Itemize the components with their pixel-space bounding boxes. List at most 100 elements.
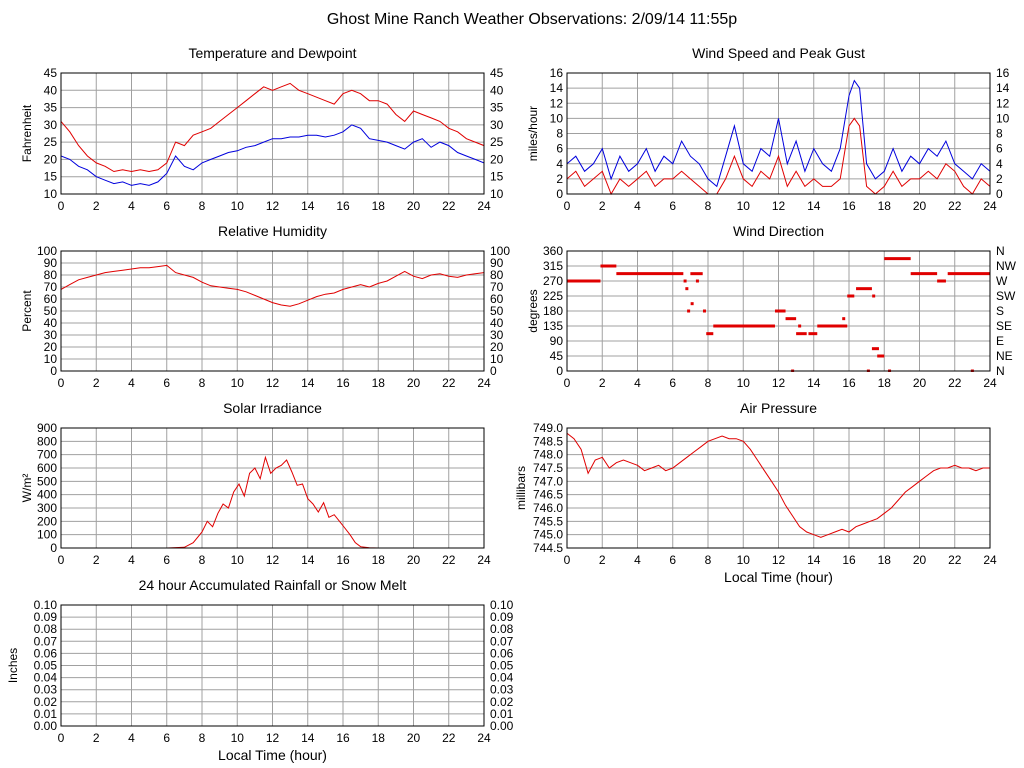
y-tick-label: 0: [556, 187, 563, 201]
series-line-red: [61, 455, 484, 549]
x-tick-label: 2: [93, 553, 100, 567]
y-tick-label: 745.0: [533, 528, 563, 542]
y-tick-label-right: W: [996, 274, 1008, 288]
y-tick-label-right: NW: [996, 259, 1017, 273]
x-tick-label: 8: [705, 199, 712, 213]
y-tick-label: 400: [37, 488, 57, 502]
y-tick-label-right: 10: [490, 187, 504, 201]
x-tick-label: 10: [231, 731, 245, 745]
y-tick-label-right: 4: [996, 157, 1003, 171]
x-tick-label: 14: [807, 376, 821, 390]
plot-area: [567, 432, 990, 538]
x-tick-label: 2: [93, 376, 100, 390]
y-tick-label-right: 70: [490, 280, 504, 294]
y-tick-label-right: 0.01: [490, 707, 514, 721]
x-tick-label: 14: [301, 199, 315, 213]
y-tick-label: 0.08: [34, 622, 58, 636]
y-tick-label: 600: [37, 461, 57, 475]
y-tick-label: 100: [37, 528, 57, 542]
x-axis-label: Local Time (hour): [218, 747, 327, 763]
chart-title: Temperature and Dewpoint: [188, 45, 356, 61]
y-tick-label: 800: [37, 434, 57, 448]
x-tick-label: 8: [199, 376, 206, 390]
y-tick-label-right: SW: [996, 289, 1016, 303]
x-tick-label: 4: [634, 376, 641, 390]
y-tick-label: 0: [556, 364, 563, 378]
x-tick-label: 8: [199, 553, 206, 567]
y-tick-label: 748.0: [533, 448, 563, 462]
y-tick-label: 10: [44, 187, 58, 201]
y-tick-label: 500: [37, 474, 57, 488]
x-tick-label: 22: [948, 376, 962, 390]
series-line-blue: [567, 79, 990, 188]
y-tick-label: 749.0: [533, 421, 563, 435]
y-tick-label-right: 30: [490, 118, 504, 132]
y-tick-label-right: 0.07: [490, 634, 514, 648]
x-tick-label: 0: [564, 376, 571, 390]
x-tick-label: 0: [58, 376, 65, 390]
x-tick-label: 6: [163, 376, 170, 390]
x-tick-label: 18: [372, 731, 386, 745]
y-tick-label: 200: [37, 514, 57, 528]
series-line-red: [61, 82, 484, 173]
y-tick-label: 15: [44, 170, 58, 184]
y-tick-label: 746.0: [533, 501, 563, 515]
y-tick-label-right: 0.02: [490, 695, 514, 709]
y-tick-label-right: 0.04: [490, 671, 514, 685]
x-tick-label: 22: [948, 199, 962, 213]
x-tick-label: 20: [913, 376, 927, 390]
x-tick-label: 14: [301, 376, 315, 390]
y-tick-label-right: 60: [490, 292, 504, 306]
x-tick-label: 22: [948, 553, 962, 567]
y-tick-label-right: 10: [996, 111, 1010, 125]
y-tick-label: 25: [44, 135, 58, 149]
y-tick-label: 180: [543, 304, 563, 318]
series-line-red: [567, 432, 990, 538]
x-tick-label: 20: [913, 553, 927, 567]
y-tick-label-right: 10: [490, 352, 504, 366]
x-tick-label: 16: [336, 376, 350, 390]
y-tick-label: 744.5: [533, 541, 563, 555]
x-tick-label: 6: [163, 731, 170, 745]
y-tick-label-right: 0.05: [490, 659, 514, 673]
y-tick-label: 40: [44, 83, 58, 97]
y-tick-label-right: 40: [490, 83, 504, 97]
y-tick-label-right: 0.03: [490, 683, 514, 697]
x-tick-label: 0: [564, 553, 571, 567]
y-tick-label: 45: [44, 66, 58, 80]
y-tick-label: 270: [543, 274, 563, 288]
x-tick-label: 12: [772, 376, 786, 390]
x-tick-label: 22: [442, 376, 456, 390]
direction-point: [695, 279, 699, 283]
y-tick-label-right: 0.06: [490, 646, 514, 660]
x-tick-label: 10: [231, 553, 245, 567]
y-tick-label-right: 0.08: [490, 622, 514, 636]
y-tick-label-right: 30: [490, 328, 504, 342]
x-tick-label: 18: [372, 376, 386, 390]
y-tick-label: 0: [50, 364, 57, 378]
x-tick-label: 20: [407, 553, 421, 567]
series-line-red: [567, 117, 990, 195]
x-tick-label: 12: [266, 199, 280, 213]
y-tick-label: 80: [44, 268, 58, 282]
y-axis-label: Inches: [6, 648, 20, 683]
y-tick-label-right: 6: [996, 142, 1003, 156]
y-tick-label: 746.5: [533, 488, 563, 502]
plot-frame: [60, 604, 485, 727]
x-tick-label: 4: [128, 731, 135, 745]
x-tick-label: 18: [372, 199, 386, 213]
y-tick-label: 748.5: [533, 434, 563, 448]
y-tick-label-right: 40: [490, 316, 504, 330]
x-tick-label: 16: [336, 553, 350, 567]
x-tick-label: 0: [58, 199, 65, 213]
y-tick-label: 45: [550, 349, 564, 363]
y-tick-label: 747.5: [533, 461, 563, 475]
x-tick-label: 2: [599, 199, 606, 213]
y-tick-label-right: 20: [490, 340, 504, 354]
y-tick-label: 0.03: [34, 683, 58, 697]
y-tick-label: 60: [44, 292, 58, 306]
chart-title: Wind Direction: [733, 223, 824, 239]
